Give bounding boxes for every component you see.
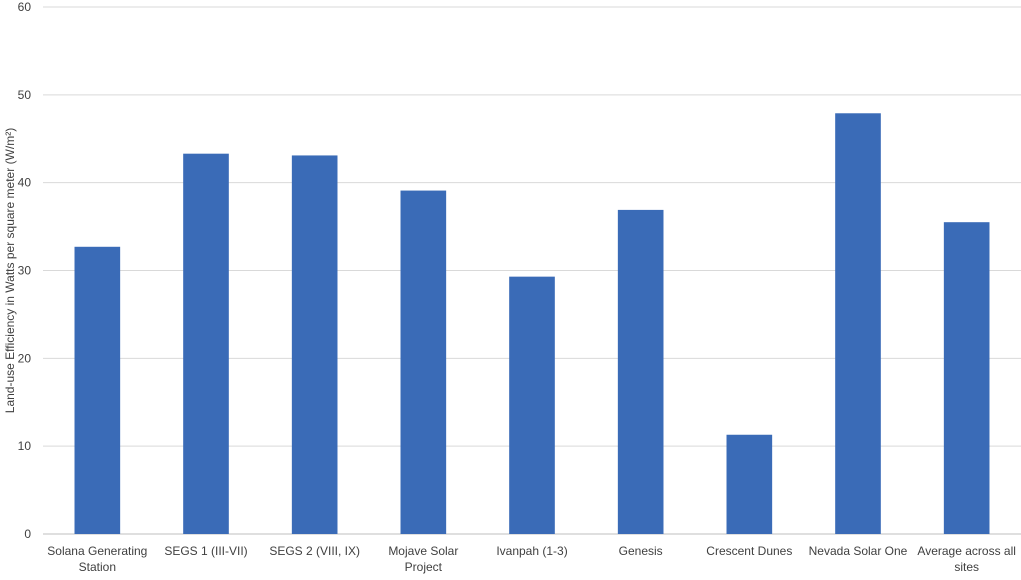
bar bbox=[183, 153, 229, 534]
y-tick-label: 10 bbox=[18, 439, 32, 453]
x-category-label-line: sites bbox=[954, 560, 979, 574]
y-tick-label: 50 bbox=[18, 88, 32, 102]
x-category-label-line: Genesis bbox=[619, 544, 663, 558]
x-category-label: SEGS 1 (III-VII) bbox=[164, 544, 247, 558]
x-category-label-line: Nevada Solar One bbox=[809, 544, 908, 558]
y-tick-label: 60 bbox=[18, 0, 32, 14]
y-tick-label: 0 bbox=[24, 527, 31, 541]
x-category-label-line: SEGS 2 (VIII, IX) bbox=[269, 544, 360, 558]
x-category-label-line: SEGS 1 (III-VII) bbox=[164, 544, 247, 558]
bar bbox=[509, 276, 555, 534]
bar bbox=[617, 209, 664, 534]
bars bbox=[74, 113, 990, 535]
x-category-label-line: Project bbox=[405, 560, 443, 574]
x-category-label: SEGS 2 (VIII, IX) bbox=[269, 544, 360, 558]
bar bbox=[400, 190, 447, 535]
x-category-label: Genesis bbox=[619, 544, 663, 558]
x-category-label-line: Solana Generating bbox=[47, 544, 147, 558]
x-axis-categories: Solana Generating Station SEGS 1 (III-VII)… bbox=[47, 544, 1016, 574]
y-tick-label: 30 bbox=[18, 264, 32, 278]
x-category-label-line: Mojave Solar bbox=[388, 544, 458, 558]
x-category-label: Mojave Solar Project bbox=[388, 544, 458, 574]
x-category-label-line: Average across all bbox=[917, 544, 1016, 558]
bar bbox=[835, 113, 881, 535]
x-category-label: Ivanpah (1-3) bbox=[496, 544, 567, 558]
y-tick-label: 20 bbox=[18, 351, 32, 365]
bar bbox=[74, 246, 121, 534]
bar bbox=[726, 434, 773, 534]
y-axis-ticks: 0 10 20 30 40 50 60 bbox=[18, 0, 32, 541]
x-category-label-line: Crescent Dunes bbox=[706, 544, 792, 558]
y-tick-label: 40 bbox=[18, 176, 32, 190]
y-axis-title: Land-use Efficiency in Watts per square … bbox=[3, 128, 17, 413]
x-category-label: Average across all sites bbox=[917, 544, 1016, 574]
bar bbox=[291, 155, 338, 534]
bar bbox=[943, 222, 990, 535]
x-category-label: Nevada Solar One bbox=[809, 544, 908, 558]
x-category-label: Crescent Dunes bbox=[706, 544, 792, 558]
x-category-label: Solana Generating Station bbox=[47, 544, 147, 574]
x-category-label-line: Ivanpah (1-3) bbox=[496, 544, 567, 558]
x-category-label-line: Station bbox=[79, 560, 116, 574]
